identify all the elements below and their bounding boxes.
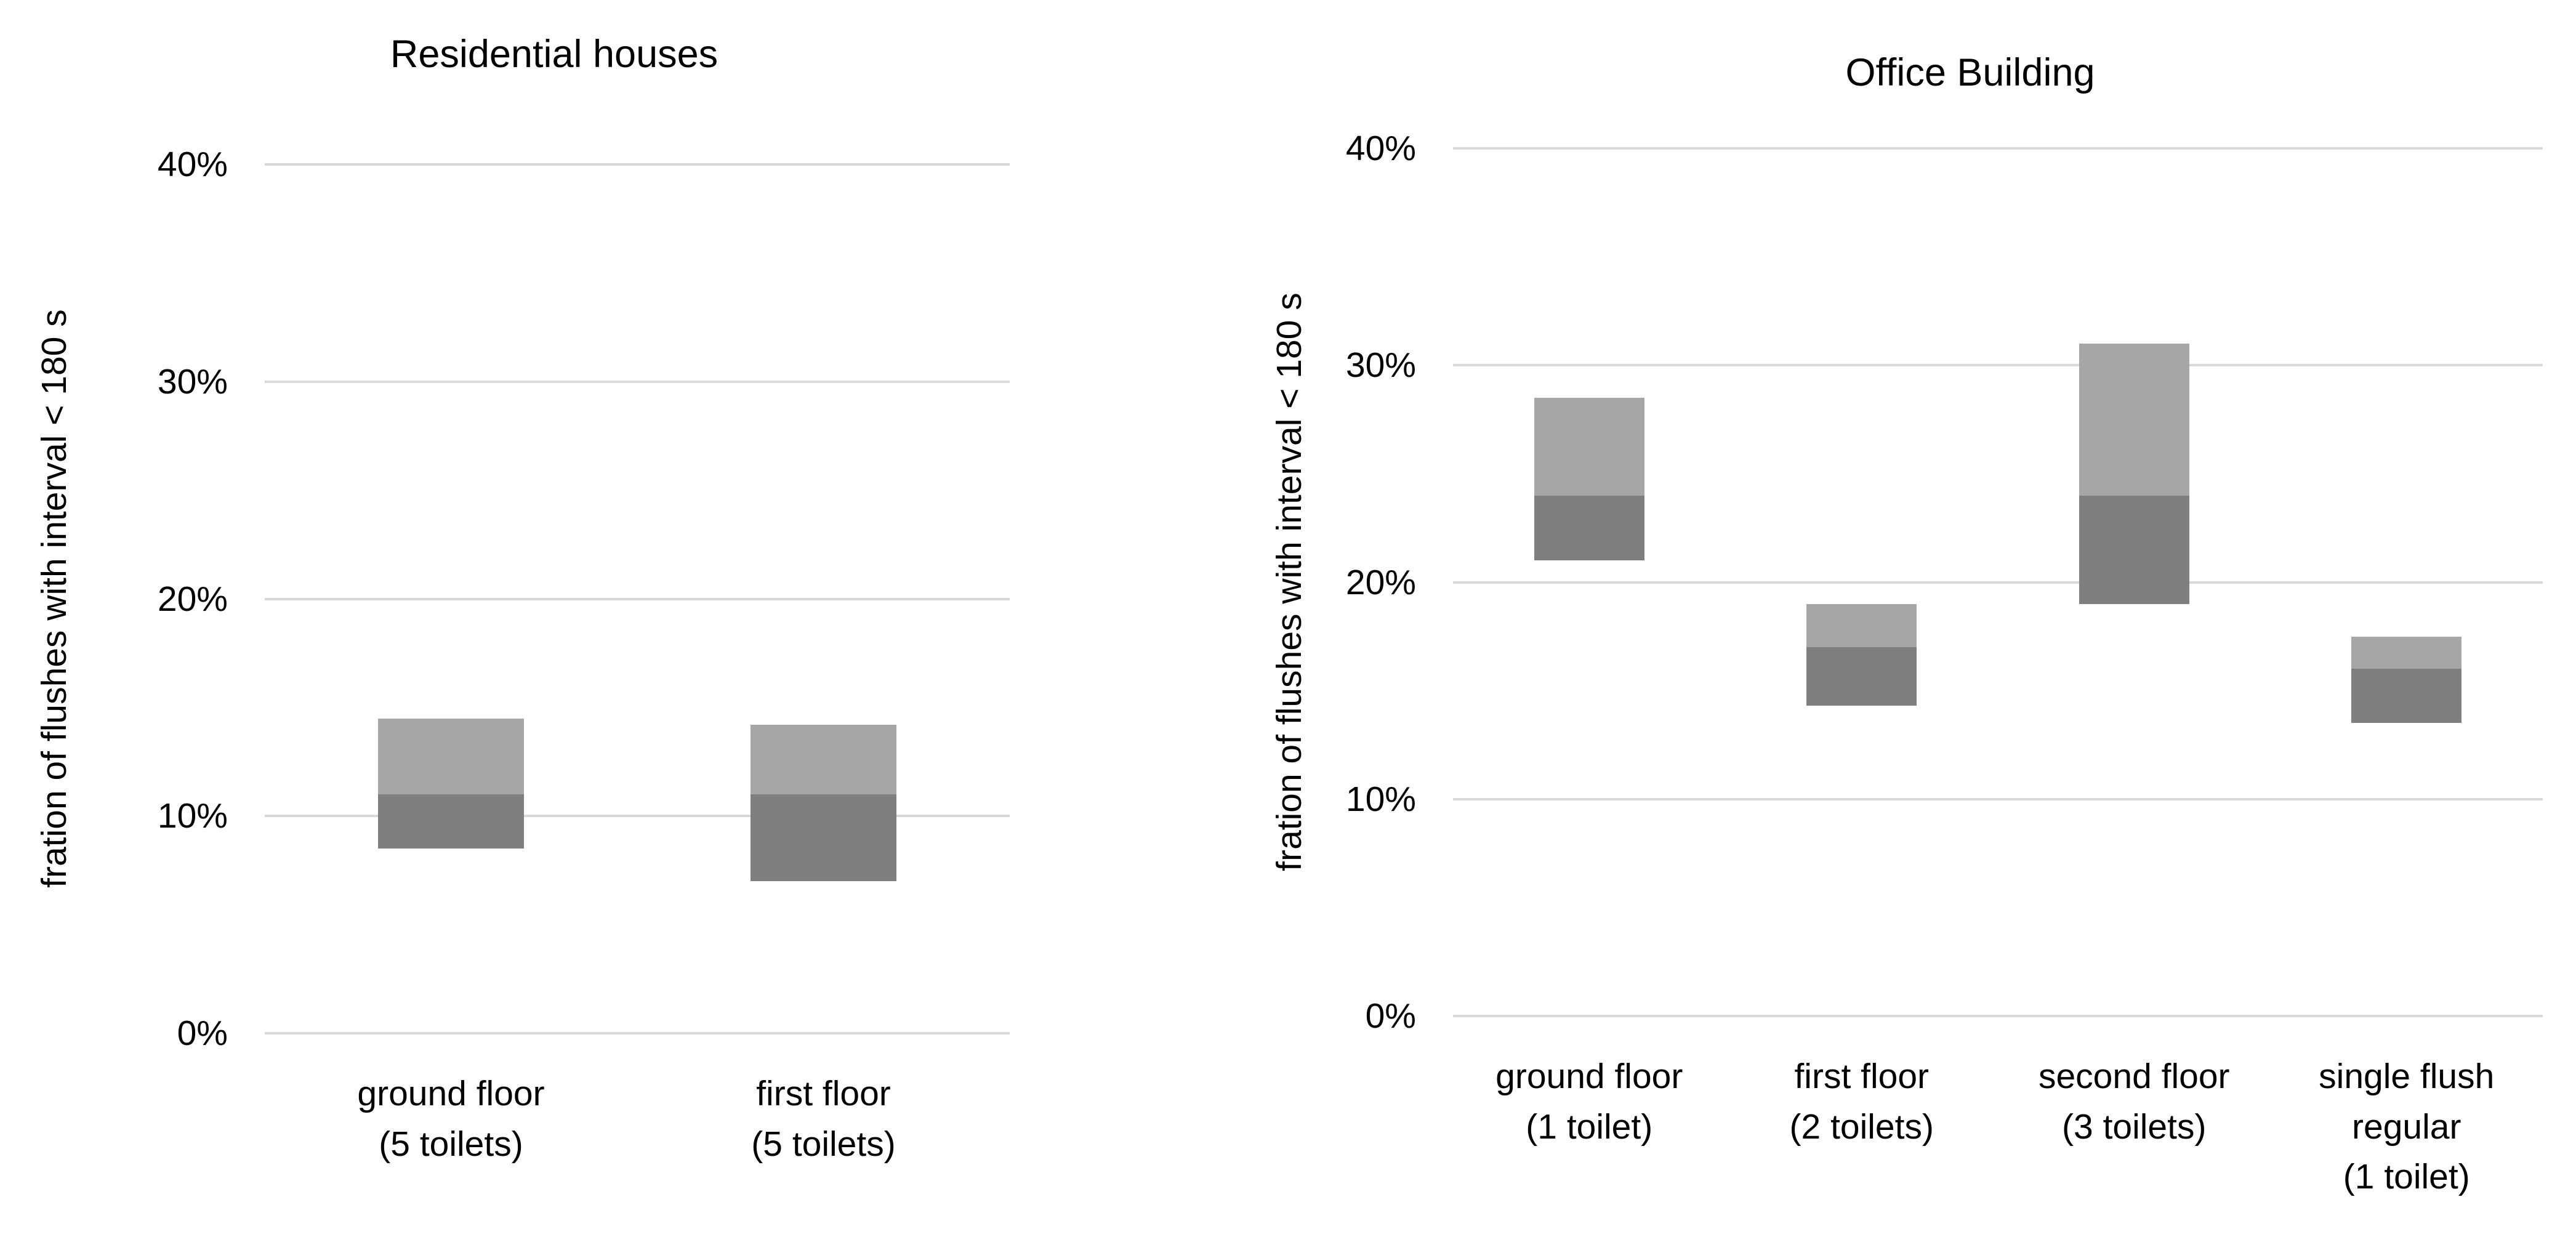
y-tick-label-20%: 20% bbox=[157, 579, 228, 619]
bar-segment-lower-range-dark-gray bbox=[2079, 495, 2189, 604]
x-category-label: ground floor (5 toilets) bbox=[357, 1074, 545, 1164]
gridline-40% bbox=[265, 163, 1010, 166]
x-category-label: single flush regular (1 toilet) bbox=[2319, 1057, 2495, 1196]
chart-title-office-building: Office Building bbox=[1845, 51, 2095, 94]
bar-segment-upper-range-light-gray bbox=[2079, 344, 2189, 496]
gridline-10% bbox=[265, 815, 1010, 818]
bar-segment-upper-range-light-gray bbox=[1806, 603, 1917, 648]
y-tick-label-0%: 0% bbox=[1365, 996, 1416, 1036]
y-tick-label-40%: 40% bbox=[1345, 129, 1416, 168]
x-category-label: first floor (5 toilets) bbox=[751, 1074, 896, 1164]
bar-segment-lower-range-dark-gray bbox=[2351, 669, 2462, 724]
chart-title-residential-houses: Residential houses bbox=[390, 33, 718, 76]
gridline-30% bbox=[265, 380, 1010, 383]
x-category-label: ground floor (1 toilet) bbox=[1495, 1057, 1683, 1147]
bar-segment-lower-range-dark-gray bbox=[378, 794, 524, 849]
y-tick-label-10%: 10% bbox=[1345, 779, 1416, 819]
bar-segment-lower-range-dark-gray bbox=[1534, 495, 1644, 561]
gridline-0% bbox=[1453, 1015, 2543, 1017]
gridline-30% bbox=[1453, 364, 2543, 367]
bar-segment-lower-range-dark-gray bbox=[1806, 647, 1917, 706]
y-tick-label-0%: 0% bbox=[177, 1014, 228, 1053]
y-tick-label-20%: 20% bbox=[1345, 562, 1416, 602]
gridline-20% bbox=[1453, 581, 2543, 584]
y-tick-label-30%: 30% bbox=[157, 361, 228, 401]
y-tick-label-10%: 10% bbox=[157, 796, 228, 836]
bar-segment-upper-range-light-gray bbox=[378, 718, 524, 794]
y-tick-label-40%: 40% bbox=[157, 145, 228, 184]
y-tick-label-30%: 30% bbox=[1345, 345, 1416, 385]
bar-segment-upper-range-light-gray bbox=[751, 725, 896, 794]
x-category-label: first floor (2 toilets) bbox=[1789, 1057, 1934, 1147]
gridline-20% bbox=[265, 597, 1010, 600]
x-category-label: second floor (3 toilets) bbox=[2038, 1057, 2230, 1147]
gridline-10% bbox=[1453, 797, 2543, 800]
gridline-0% bbox=[265, 1032, 1010, 1034]
bar-segment-upper-range-light-gray bbox=[2351, 636, 2462, 669]
gridline-40% bbox=[1453, 147, 2543, 150]
bar-segment-upper-range-light-gray bbox=[1534, 398, 1644, 496]
bar-segment-lower-range-dark-gray bbox=[751, 794, 896, 882]
